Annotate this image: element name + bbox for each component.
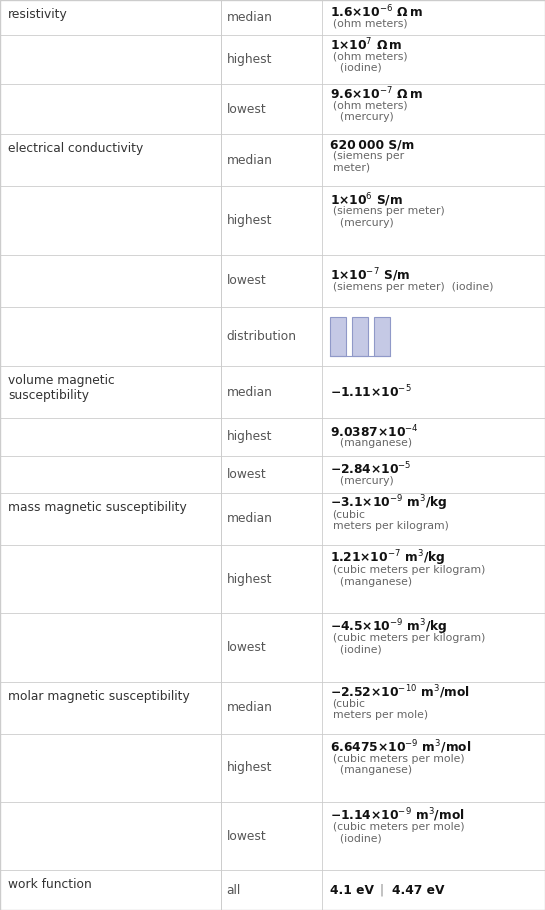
Text: (ohm meters): (ohm meters) (332, 101, 407, 111)
Text: (siemens per meter)  (iodine): (siemens per meter) (iodine) (332, 282, 493, 292)
Text: (cubic meters per kilogram): (cubic meters per kilogram) (332, 633, 485, 643)
Text: (manganese): (manganese) (332, 765, 411, 775)
Text: (manganese): (manganese) (332, 439, 411, 449)
Text: 6.6475×10$^{-9}$ m$^{3}$/mol: 6.6475×10$^{-9}$ m$^{3}$/mol (330, 739, 471, 756)
Text: volume magnetic
susceptibility: volume magnetic susceptibility (8, 374, 115, 402)
Text: highest: highest (227, 53, 272, 66)
Text: (iodine): (iodine) (332, 645, 382, 655)
Text: (cubic meters per kilogram): (cubic meters per kilogram) (332, 565, 485, 575)
Text: (ohm meters): (ohm meters) (332, 51, 407, 61)
Text: (cubic meters per mole): (cubic meters per mole) (332, 753, 464, 763)
Text: (mercury): (mercury) (332, 476, 393, 486)
Text: −3.1×10$^{-9}$ m$^{3}$/kg: −3.1×10$^{-9}$ m$^{3}$/kg (330, 493, 447, 513)
Text: highest: highest (227, 762, 272, 774)
Text: 1×10$^{6}$ S/m: 1×10$^{6}$ S/m (330, 191, 403, 208)
Text: 4.47 eV: 4.47 eV (391, 884, 444, 896)
Text: meters per mole): meters per mole) (332, 710, 428, 720)
Text: 1.6×10$^{-6}$ Ω m: 1.6×10$^{-6}$ Ω m (330, 4, 422, 21)
Text: lowest: lowest (227, 103, 267, 116)
Text: work function: work function (8, 878, 92, 891)
Text: (manganese): (manganese) (332, 577, 411, 587)
Text: electrical conductivity: electrical conductivity (8, 142, 143, 155)
Text: all: all (227, 884, 241, 896)
Text: molar magnetic susceptibility: molar magnetic susceptibility (8, 690, 190, 703)
Text: 9.0387×10$^{-4}$: 9.0387×10$^{-4}$ (330, 423, 419, 440)
Text: 4.1 eV: 4.1 eV (330, 884, 373, 896)
Text: (iodine): (iodine) (332, 834, 382, 844)
Text: mass magnetic susceptibility: mass magnetic susceptibility (8, 501, 187, 514)
Text: (iodine): (iodine) (332, 63, 382, 73)
Text: lowest: lowest (227, 468, 267, 480)
Text: meter): meter) (332, 163, 370, 173)
Text: resistivity: resistivity (8, 8, 68, 21)
Text: highest: highest (227, 430, 272, 443)
Text: median: median (227, 11, 272, 24)
Text: −1.11×10$^{-5}$: −1.11×10$^{-5}$ (330, 384, 411, 400)
Text: (siemens per meter): (siemens per meter) (332, 207, 444, 217)
Text: (siemens per: (siemens per (332, 151, 404, 161)
Text: highest: highest (227, 214, 272, 227)
Text: highest: highest (227, 572, 272, 586)
Text: −1.14×10$^{-9}$ m$^{3}$/mol: −1.14×10$^{-9}$ m$^{3}$/mol (330, 807, 464, 824)
Text: 1.21×10$^{-7}$ m$^{3}$/kg: 1.21×10$^{-7}$ m$^{3}$/kg (330, 549, 445, 569)
Bar (330, 318, 346, 356)
Text: (cubic: (cubic (332, 699, 366, 709)
Text: lowest: lowest (227, 830, 267, 843)
Text: 1×10$^{7}$ Ω m: 1×10$^{7}$ Ω m (330, 36, 402, 53)
Text: −4.5×10$^{-9}$ m$^{3}$/kg: −4.5×10$^{-9}$ m$^{3}$/kg (330, 617, 447, 637)
Text: meters per kilogram): meters per kilogram) (332, 521, 449, 531)
Text: distribution: distribution (227, 330, 296, 343)
Bar (373, 318, 390, 356)
Text: −2.52×10$^{-10}$ m$^{3}$/mol: −2.52×10$^{-10}$ m$^{3}$/mol (330, 683, 470, 701)
Text: −2.84×10$^{-5}$: −2.84×10$^{-5}$ (330, 460, 411, 478)
Text: 1×10$^{-7}$ S/m: 1×10$^{-7}$ S/m (330, 267, 410, 284)
Text: median: median (227, 701, 272, 714)
Text: 620 000 S/m: 620 000 S/m (330, 138, 414, 151)
Text: (mercury): (mercury) (332, 112, 393, 122)
Text: (cubic meters per mole): (cubic meters per mole) (332, 822, 464, 832)
Text: (ohm meters): (ohm meters) (332, 19, 407, 29)
Text: (mercury): (mercury) (332, 217, 393, 228)
Text: median: median (227, 154, 272, 167)
Text: (cubic: (cubic (332, 510, 366, 520)
Text: |: | (379, 884, 384, 896)
Text: 9.6×10$^{-7}$ Ω m: 9.6×10$^{-7}$ Ω m (330, 86, 422, 103)
Text: median: median (227, 386, 272, 399)
Text: median: median (227, 512, 272, 525)
Text: lowest: lowest (227, 274, 267, 287)
Bar (352, 318, 367, 356)
Text: lowest: lowest (227, 641, 267, 654)
